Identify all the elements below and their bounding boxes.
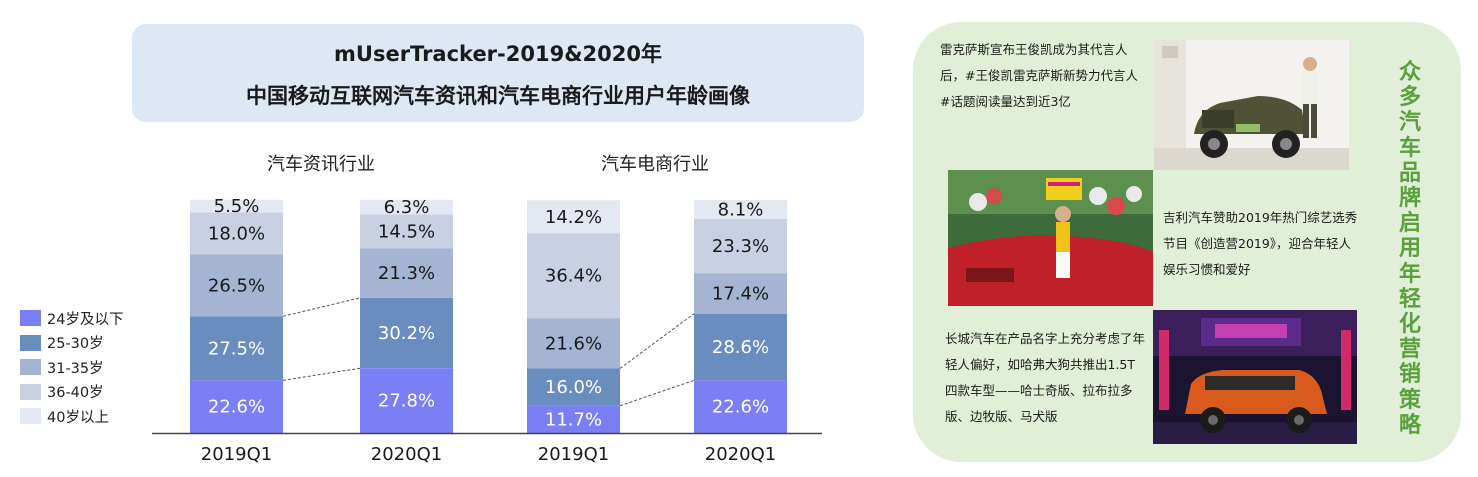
x-tick-label: 2020Q1 (705, 444, 776, 465)
data-label: 22.6% (208, 397, 265, 418)
bar-segment (190, 199, 283, 213)
legend-item: 36-40岁 (20, 380, 123, 405)
bar-segment (527, 200, 620, 234)
legend-item: 25-30岁 (20, 331, 123, 356)
data-label: 21.3% (378, 263, 435, 284)
data-label: 18.0% (208, 224, 265, 245)
bar-segment (190, 254, 283, 317)
bar-segment (527, 233, 620, 319)
bar-segment (694, 380, 787, 433)
group-title-ecommerce: 汽车电商行业 (601, 154, 709, 175)
bar-segment (694, 313, 787, 381)
data-label: 27.5% (208, 338, 265, 359)
legend-swatch (20, 310, 41, 327)
x-tick-label: 2019Q1 (538, 444, 609, 465)
bar-segment (190, 212, 283, 255)
legend-swatch (20, 383, 41, 400)
data-label: 26.5% (208, 275, 265, 296)
case-text-geely: 吉利汽车赞助2019年热门综艺选秀节目《创造营2019》，迎合年轻人娱乐习惯和爱… (1163, 210, 1358, 277)
geely-sedan-illustration (948, 170, 1153, 306)
case-text-haval: 长城汽车在产品名字上充分考虑了年轻人偏好，如哈弗大狗共推出1.5T四款车型——哈… (945, 331, 1146, 424)
legend-item: 31-35岁 (20, 355, 123, 380)
data-label: 36.4% (545, 266, 602, 287)
legend-swatch (20, 334, 41, 351)
legend-label: 36-40岁 (47, 385, 104, 402)
case-text-lexus: 雷克萨斯宣布王俊凯成为其代言人后，#王俊凯雷克萨斯新势力代言人#话题阅读量达到近… (940, 42, 1138, 109)
legend-swatch (20, 408, 41, 425)
bar-segment (190, 380, 283, 433)
chart-title-box: mUserTracker-2019&2020年 中国移动互联网汽车资讯和汽车电商… (132, 24, 864, 122)
bar-segment (694, 273, 787, 314)
bar-segment (360, 199, 453, 215)
data-label: 28.6% (712, 337, 769, 358)
bar-segment (190, 316, 283, 381)
geely-sedan-photo (948, 170, 1153, 306)
connector-line (282, 367, 361, 381)
data-label: 16.0% (545, 377, 602, 398)
bar-segment (360, 214, 453, 249)
data-label: 30.2% (378, 323, 435, 344)
bar-segment (360, 248, 453, 298)
connector-line (282, 297, 361, 317)
legend-label: 25-30岁 (47, 336, 104, 353)
haval-dog-illustration (1153, 310, 1357, 444)
chart-title: mUserTracker-2019&2020年 (334, 42, 662, 66)
data-label: 22.6% (712, 397, 769, 418)
haval-dog-photo (1153, 310, 1357, 444)
data-label: 14.5% (378, 221, 435, 242)
side-panel-title: 众多汽车品牌启用年轻化营销策略 (1398, 60, 1421, 438)
connector-line (619, 313, 695, 369)
bar-segment (527, 318, 620, 369)
legend: 24岁及以下 25-30岁 31-35岁 36-40岁 40岁以上 (20, 306, 123, 429)
data-label: 5.5% (214, 196, 260, 217)
data-label: 8.1% (718, 199, 764, 220)
x-tick-label: 2020Q1 (371, 444, 442, 465)
stacked-bar-chart: 22.6% 27.5% 26.5% 18.0% 5.5% 2019Q1 27.8% 30.2%… (152, 196, 822, 465)
data-label: 27.8% (378, 391, 435, 412)
connector-line (619, 379, 695, 407)
data-label: 14.2% (545, 207, 602, 228)
legend-label: 24岁及以下 (47, 311, 124, 328)
bar-segment (360, 368, 453, 433)
legend-item: 40岁以上 (20, 404, 123, 429)
data-label: 21.6% (545, 333, 602, 354)
data-label: 23.3% (712, 236, 769, 257)
bar-segment (527, 368, 620, 406)
lexus-suv-illustration (1154, 40, 1349, 170)
legend-label: 31-35岁 (47, 360, 104, 377)
legend-label: 40岁以上 (47, 409, 109, 426)
legend-swatch (20, 359, 41, 376)
bar-segment (360, 297, 453, 369)
data-label: 6.3% (384, 197, 430, 218)
chart-subtitle: 中国移动互联网汽车资讯和汽车电商行业用户年龄画像 (246, 84, 750, 108)
legend-item: 24岁及以下 (20, 306, 123, 331)
bar-segment (694, 200, 787, 219)
group-title-news: 汽车资讯行业 (267, 154, 375, 175)
x-tick-label: 2019Q1 (201, 444, 272, 465)
bar-segment (527, 405, 620, 433)
bar-segment (694, 218, 787, 274)
data-label: 17.4% (712, 283, 769, 304)
lexus-suv-photo (1154, 40, 1349, 170)
data-label: 11.7% (545, 409, 602, 430)
